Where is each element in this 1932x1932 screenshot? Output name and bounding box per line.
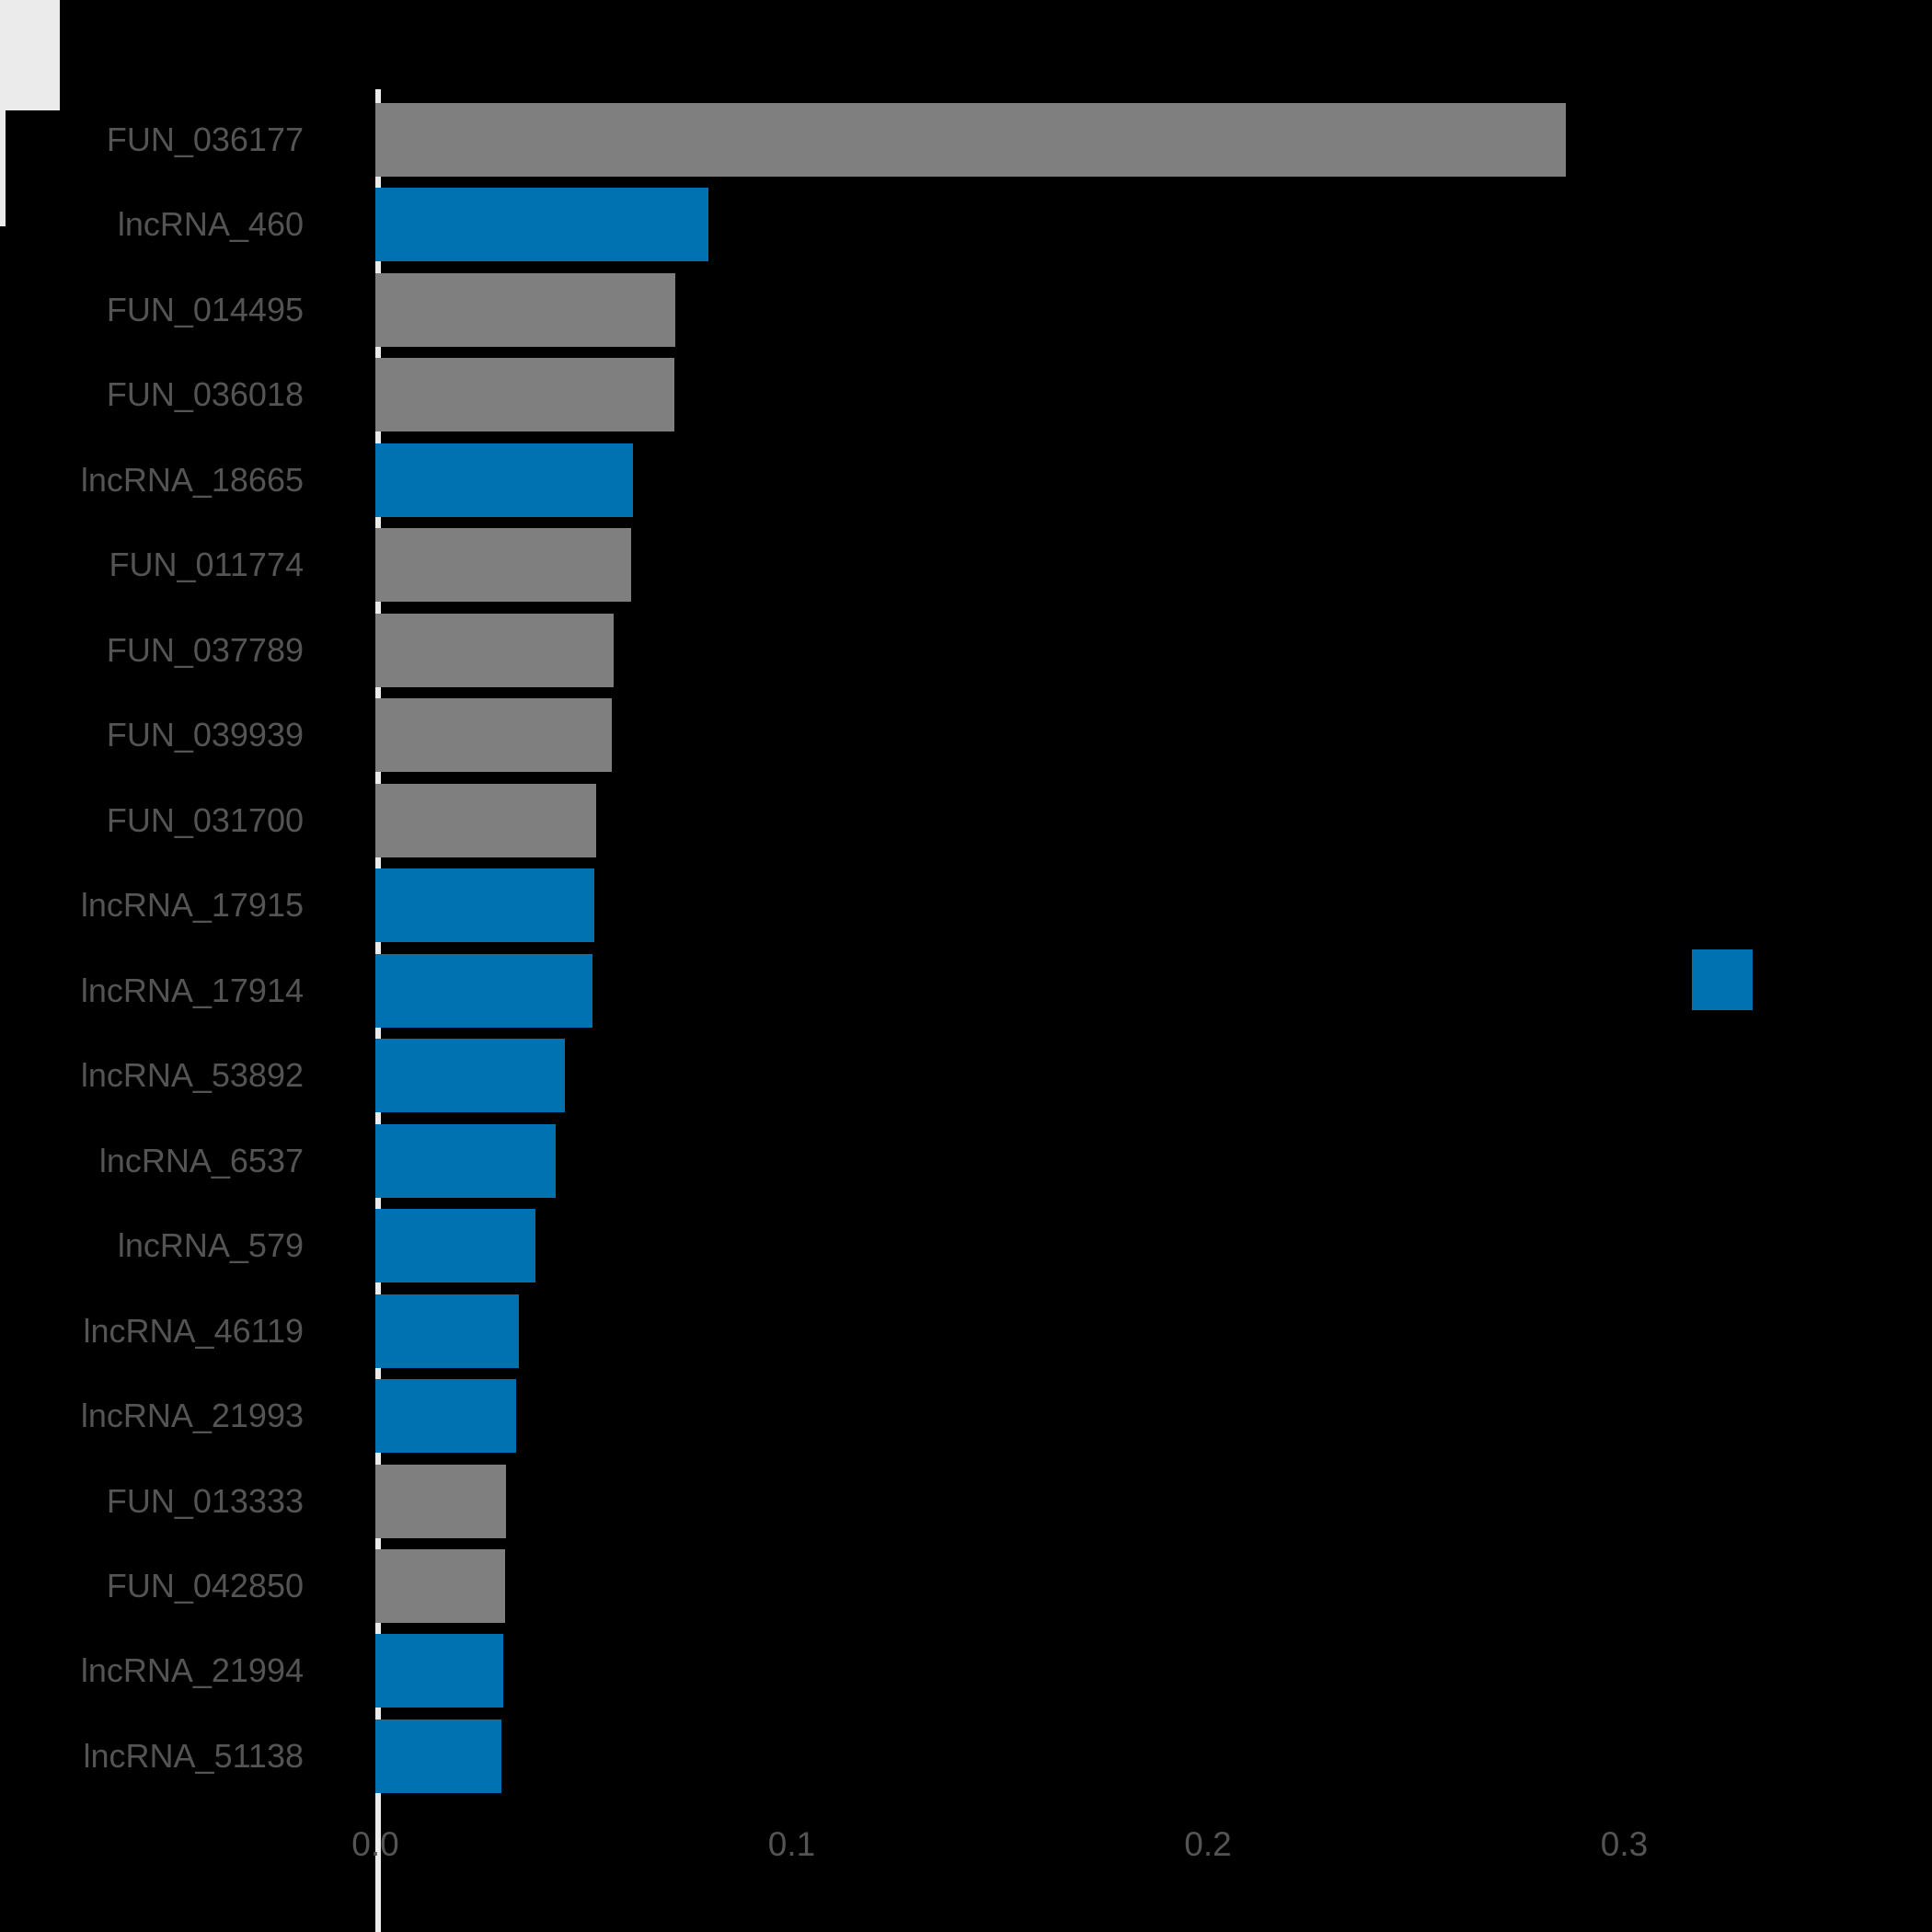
bar-FUN_036018 <box>375 358 674 432</box>
y-tick <box>0 55 60 61</box>
y-tick <box>0 28 60 33</box>
bar-lncRNA_21994 <box>375 1634 503 1708</box>
y-tick-label: FUN_037789 <box>106 630 304 669</box>
bar-lncRNA_51138 <box>375 1719 501 1793</box>
bar-FUN_031700 <box>375 783 596 857</box>
x-tick-label: 0.1 <box>767 1825 816 1863</box>
y-tick <box>0 72 60 77</box>
y-tick-label: lncRNA_21994 <box>80 1651 304 1690</box>
y-tick-label: lncRNA_460 <box>117 205 304 244</box>
bar-FUN_036177 <box>375 103 1566 177</box>
y-tick <box>0 99 60 105</box>
y-tick <box>0 0 60 6</box>
y-tick <box>0 17 60 22</box>
y-tick-label: lncRNA_46119 <box>83 1311 304 1350</box>
v-gridline <box>375 1794 381 1932</box>
y-tick-label: lncRNA_17915 <box>80 886 304 925</box>
y-tick <box>0 22 60 28</box>
y-tick-label: lncRNA_579 <box>117 1226 304 1265</box>
bar-lncRNA_21993 <box>375 1379 516 1454</box>
y-tick-label: FUN_042850 <box>106 1566 304 1604</box>
y-tick-label: FUN_014495 <box>106 290 304 328</box>
bar-lncRNA_17914 <box>375 953 592 1028</box>
y-tick-label: FUN_031700 <box>106 800 304 839</box>
bar-FUN_011774 <box>375 528 631 603</box>
bar-FUN_042850 <box>375 1548 505 1623</box>
x-tick <box>0 160 6 177</box>
plot-area <box>375 89 1636 1932</box>
y-tick <box>0 39 60 44</box>
y-tick-label: lncRNA_6537 <box>98 1141 304 1179</box>
y-tick <box>0 61 60 66</box>
legend-swatch <box>1692 949 1753 1010</box>
bar-lncRNA_6537 <box>375 1123 556 1198</box>
x-tick-label: 0.2 <box>1184 1825 1232 1863</box>
y-tick-label: lncRNA_17914 <box>80 971 304 1009</box>
x-tick <box>0 144 6 160</box>
bar-FUN_014495 <box>375 272 675 347</box>
y-tick-label: lncRNA_21993 <box>80 1397 304 1435</box>
y-tick-label: FUN_036018 <box>106 375 304 414</box>
bar-lncRNA_46119 <box>375 1294 519 1368</box>
y-tick <box>0 33 60 39</box>
x-tick <box>0 177 6 193</box>
bar-lncRNA_53892 <box>375 1039 565 1113</box>
y-tick <box>0 11 60 17</box>
y-tick <box>0 50 60 55</box>
y-tick-label: FUN_039939 <box>106 716 304 754</box>
y-tick <box>0 105 60 110</box>
x-tick-label: 0.3 <box>1600 1825 1649 1863</box>
bar-lncRNA_17915 <box>375 868 594 943</box>
y-tick-label: FUN_013333 <box>106 1481 304 1520</box>
y-tick <box>0 44 60 50</box>
y-tick <box>0 94 60 99</box>
y-tick <box>0 83 60 88</box>
y-tick <box>0 66 60 72</box>
bar-lncRNA_579 <box>375 1209 535 1283</box>
x-tick <box>0 210 6 226</box>
bar-FUN_039939 <box>375 698 612 773</box>
x-tick <box>0 127 6 144</box>
y-tick-label: FUN_011774 <box>109 546 304 584</box>
y-tick <box>0 77 60 83</box>
bar-FUN_037789 <box>375 613 614 687</box>
x-tick-label: 0.0 <box>351 1825 399 1863</box>
y-tick-label: FUN_036177 <box>106 121 304 158</box>
y-tick-label: lncRNA_53892 <box>80 1056 304 1095</box>
bar-lncRNA_18665 <box>375 443 633 517</box>
x-tick <box>0 193 6 210</box>
bar-lncRNA_460 <box>375 188 708 262</box>
y-tick <box>0 88 60 94</box>
y-tick <box>0 6 60 11</box>
y-tick-label: lncRNA_51138 <box>83 1736 304 1775</box>
y-tick-label: lncRNA_18665 <box>80 460 304 499</box>
x-tick <box>0 110 6 127</box>
bar-FUN_013333 <box>375 1464 506 1538</box>
